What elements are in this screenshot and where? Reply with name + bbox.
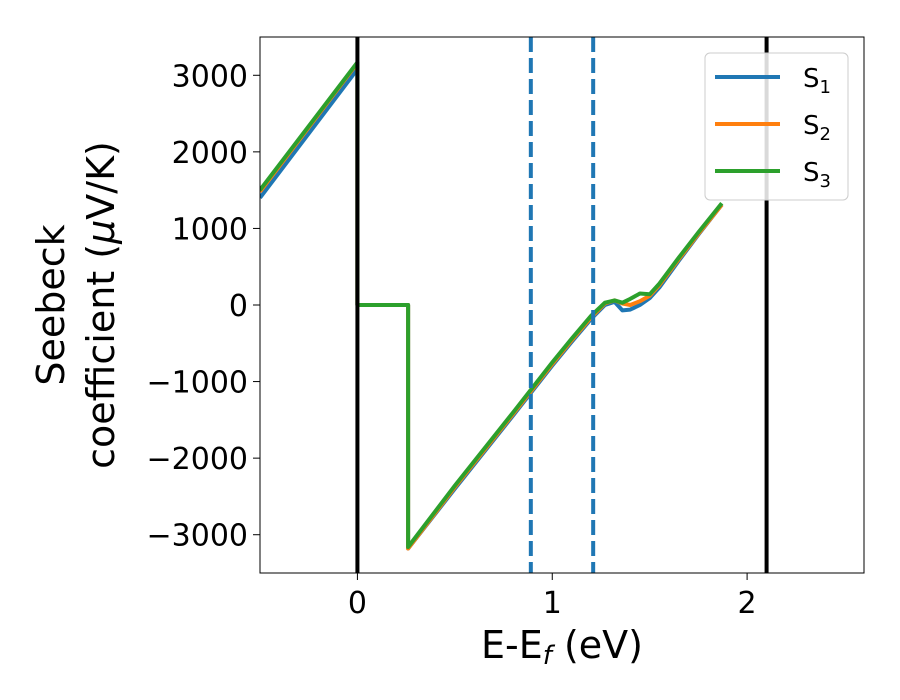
y-tick-label: 3000	[172, 59, 248, 94]
y-axis-label-line2: coefficient (μV/K)	[79, 141, 123, 469]
x-axis-label: E-Ef (eV)	[481, 623, 643, 671]
legend-label-s2: S2	[803, 111, 831, 145]
y-tick-label: −1000	[147, 366, 248, 401]
x-axis-ticks: 0 1 2	[348, 573, 757, 621]
legend-label-s3: S3	[803, 158, 831, 192]
series-line-s3	[260, 60, 724, 549]
series-line-s2	[260, 61, 724, 551]
y-axis-label: Seebeck coefficient (μV/K)	[29, 141, 123, 469]
legend-box	[704, 52, 849, 201]
x-tick-label: 0	[348, 586, 367, 621]
series-layer	[260, 60, 724, 551]
x-tick-label: 2	[738, 586, 757, 621]
legend: S1 S2 S3	[704, 52, 849, 201]
y-tick-label: 1000	[172, 212, 248, 247]
y-tick-label: 0	[229, 289, 248, 324]
x-tick-label: 1	[543, 586, 562, 621]
series-line-s1	[260, 67, 724, 551]
y-axis-label-line1: Seebeck	[29, 224, 73, 385]
y-tick-label: −3000	[147, 519, 248, 554]
legend-label-s1: S1	[803, 64, 831, 98]
y-tick-label: 2000	[172, 136, 248, 171]
y-tick-label: −2000	[147, 442, 248, 477]
y-axis-ticks: 3000 2000 1000 0 −1000 −2000 −3000	[147, 59, 260, 554]
